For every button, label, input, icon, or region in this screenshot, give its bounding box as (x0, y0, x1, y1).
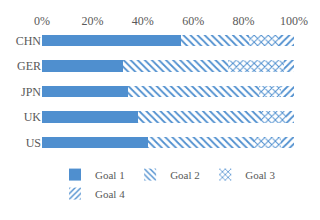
svg-text:UK: UK (24, 110, 42, 124)
svg-text:GER: GER (17, 59, 41, 73)
svg-text:100%: 100% (280, 14, 308, 28)
svg-text:40%: 40% (132, 14, 154, 28)
svg-text:60%: 60% (182, 14, 204, 28)
svg-text:Goal 3: Goal 3 (245, 169, 275, 181)
svg-text:Goal 2: Goal 2 (170, 169, 200, 181)
svg-text:JPN: JPN (21, 85, 41, 99)
svg-text:US: US (26, 136, 41, 150)
svg-text:Goal 4: Goal 4 (95, 188, 125, 200)
svg-text:80%: 80% (233, 14, 255, 28)
svg-text:20%: 20% (81, 14, 103, 28)
svg-text:Goal 1: Goal 1 (95, 169, 125, 181)
svg-text:CHN: CHN (16, 34, 42, 48)
svg-text:0%: 0% (34, 14, 50, 28)
